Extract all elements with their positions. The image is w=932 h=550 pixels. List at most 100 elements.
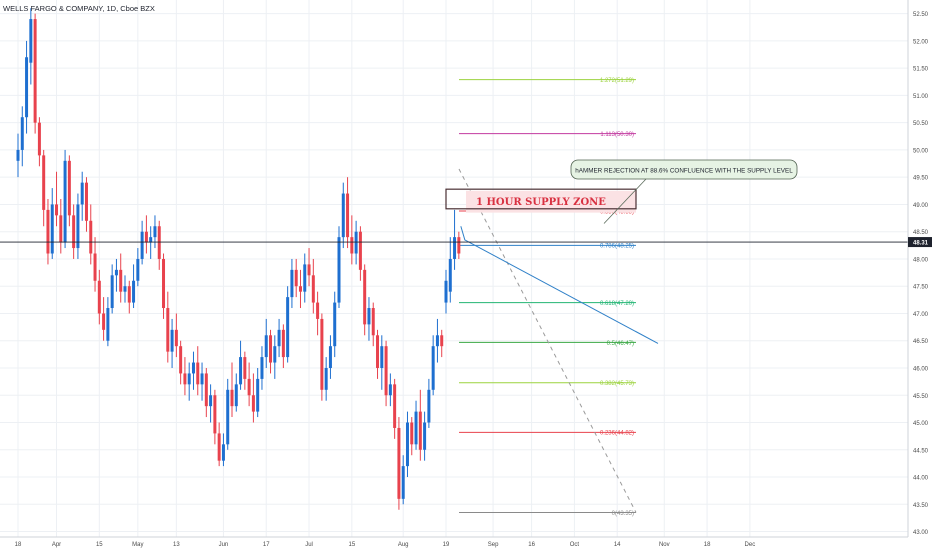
fib-level-label: 0.786(48.25) xyxy=(600,244,634,250)
time-tick-label: Aug xyxy=(398,542,409,548)
time-tick-label: Sep xyxy=(488,542,499,548)
candle xyxy=(256,367,260,418)
candle xyxy=(294,258,298,298)
dashed-trend-line[interactable] xyxy=(458,168,637,513)
candle xyxy=(153,215,157,249)
fib-level-label: 0.5(46.47) xyxy=(607,341,634,347)
candle xyxy=(358,226,362,281)
price-axis[interactable]: 43.00 43.50 44.00 44.50 45.00 45.50 46.00 46.50… xyxy=(907,0,932,537)
candle xyxy=(376,329,380,379)
candle xyxy=(191,351,195,390)
candle xyxy=(140,220,144,265)
candle xyxy=(25,40,29,134)
candle-body xyxy=(153,226,157,238)
candle-body xyxy=(84,182,88,221)
candle-body xyxy=(187,373,191,385)
candle xyxy=(93,237,97,292)
price-tick-label: 51.50 xyxy=(913,67,929,73)
candle xyxy=(226,378,230,450)
fib-level-label: 0(43.35) xyxy=(612,511,634,517)
candle xyxy=(179,340,183,385)
candle xyxy=(354,220,358,265)
time-tick-label: 19 xyxy=(443,542,450,548)
candle xyxy=(431,335,435,396)
candle xyxy=(397,417,401,510)
candle xyxy=(384,340,388,407)
candle xyxy=(106,297,110,347)
callout-pointer xyxy=(603,178,647,224)
candle-body xyxy=(217,433,221,461)
candle-body xyxy=(110,275,114,309)
candle xyxy=(33,13,37,134)
candle-body xyxy=(431,346,435,390)
candle xyxy=(63,149,67,249)
candle-body xyxy=(191,362,195,374)
candle xyxy=(187,362,191,401)
candle xyxy=(418,389,422,461)
current-price-badge xyxy=(908,237,932,248)
candle-body xyxy=(166,308,170,352)
candle-body xyxy=(25,57,29,118)
price-tick-label: 52.00 xyxy=(913,39,929,45)
candle xyxy=(337,226,341,309)
fib-level-label: 0.236(44.82) xyxy=(600,431,634,437)
candle-body xyxy=(423,422,427,450)
supply-zone-group[interactable]: 1 HOUR SUPPLY ZONE xyxy=(445,188,637,213)
candle xyxy=(239,340,243,390)
candle xyxy=(401,455,405,505)
time-axis[interactable]: 18 Apr 15 May 13 Jun 17 Jul 15 Aug 19 Sep 16 Oct 14 Nov… xyxy=(0,536,932,550)
candle xyxy=(136,248,140,287)
candle-body xyxy=(29,19,33,63)
candle-body xyxy=(144,231,148,243)
candle xyxy=(286,286,290,363)
candle xyxy=(110,264,114,314)
candle-body xyxy=(380,346,384,368)
chart-grid xyxy=(0,0,908,537)
candle xyxy=(457,231,461,259)
candle xyxy=(221,433,225,467)
candle-body xyxy=(89,220,93,254)
candle-body xyxy=(72,215,76,249)
candle-body xyxy=(307,264,311,276)
candle xyxy=(303,253,307,303)
candle-body xyxy=(294,269,298,287)
candle xyxy=(320,313,324,401)
price-tick-label: 49.00 xyxy=(913,203,929,209)
candle xyxy=(174,313,178,358)
candle xyxy=(273,335,277,379)
candle-body xyxy=(162,258,166,309)
candle-body xyxy=(354,231,358,254)
candle xyxy=(119,253,123,303)
candle xyxy=(230,362,234,418)
candle-body xyxy=(226,389,230,445)
candle-body xyxy=(435,335,439,347)
candle xyxy=(84,177,88,232)
time-tick-label: Oct xyxy=(570,542,580,548)
candle xyxy=(213,389,217,445)
price-tick-label: 46.00 xyxy=(913,366,929,372)
candle xyxy=(162,253,166,319)
fibonacci-retracement[interactable]: 0(43.35) 0.236(44.82) 0.382(45.73) 0.5(46.4… xyxy=(459,78,636,517)
price-tick-label: 49.50 xyxy=(913,176,929,182)
candle xyxy=(55,171,59,227)
candle xyxy=(42,149,46,227)
candle xyxy=(324,357,328,401)
candle xyxy=(183,357,187,396)
time-tick-label: 15 xyxy=(96,542,103,548)
candle-body xyxy=(59,215,63,243)
time-tick-label: Nov xyxy=(659,542,670,548)
candle xyxy=(410,417,414,456)
candle-body xyxy=(328,346,332,368)
projection-path[interactable] xyxy=(460,226,659,344)
annotation-callout[interactable]: hAMMER REJECTION AT 88.6% CONFLUENCE WIT… xyxy=(570,159,798,224)
candle xyxy=(367,297,371,341)
callout-box[interactable] xyxy=(570,159,798,180)
candle xyxy=(144,215,148,254)
candle-body xyxy=(337,237,341,303)
candle xyxy=(20,106,24,167)
callout-text: hAMMER REJECTION AT 88.6% CONFLUENCE WIT… xyxy=(575,168,793,175)
supply-zone-box[interactable] xyxy=(445,188,637,210)
candle-body xyxy=(33,19,37,123)
price-tick-label: 44.00 xyxy=(913,476,929,482)
